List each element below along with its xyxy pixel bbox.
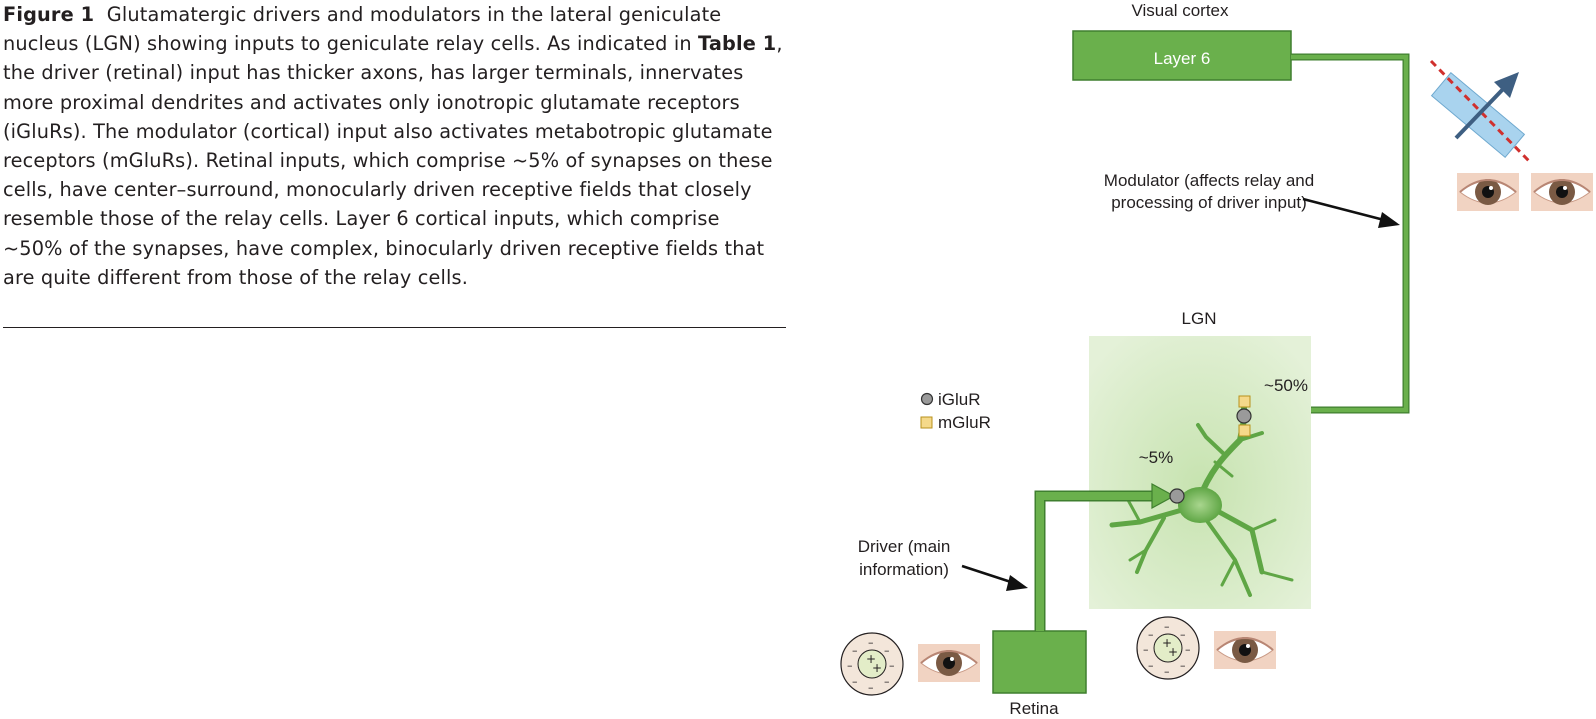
mglur-receptor-top [1238, 395, 1251, 408]
driver-label-line1: Driver (main [858, 537, 951, 556]
driver-pointer-arrow [961, 564, 1015, 585]
modulator-pointer-arrow [1302, 197, 1389, 223]
driver-arrowhead [1006, 575, 1028, 591]
retina-box [992, 630, 1087, 694]
retinal-receptive-field-icon [840, 632, 904, 696]
mglur-receptor-bottom [1238, 424, 1251, 437]
lgn-label: LGN [1182, 309, 1217, 328]
relay-cell-soma [1178, 487, 1222, 523]
visual-cortex-label: Visual cortex [1131, 1, 1229, 20]
binocular-orientation-icon [1429, 59, 1532, 164]
layer6-box [1072, 30, 1292, 81]
caption-divider [3, 327, 786, 328]
legend-iglur-label: iGluR [938, 390, 981, 409]
caption-text-part1: Glutamatergic drivers and modulators in … [3, 3, 722, 56]
modulator-label-line2: processing of driver input) [1111, 193, 1307, 212]
legend-mglur-label: mGluR [938, 413, 991, 432]
relay-receptive-field-icon [1136, 616, 1200, 680]
right-eye-icon-cortical [1530, 172, 1594, 212]
legend-mglur-icon [920, 416, 933, 429]
layer6-label: Layer 6 [1154, 49, 1211, 68]
left-eye-icon-cortical [1456, 172, 1520, 212]
figure-label: Figure 1 [3, 3, 95, 26]
retinal-synapse-percent: ~5% [1139, 448, 1174, 467]
lgn-region [1089, 336, 1311, 609]
figure-caption: Figure 1 Glutamatergic drivers and modul… [3, 0, 783, 292]
caption-text-part2: , the driver (retinal) input has thicker… [3, 32, 783, 289]
table-reference: Table 1 [698, 32, 777, 56]
relay-cell [1109, 397, 1294, 597]
retina-label: Retina [1009, 699, 1059, 718]
modulator-arrowhead [1378, 212, 1400, 228]
driver-label-line2: information) [859, 560, 949, 579]
driver-axon [1036, 492, 1158, 631]
legend-iglur-icon [920, 392, 934, 406]
retinal-eye-icon [917, 643, 981, 683]
iglur-receptor-driver [1169, 488, 1185, 504]
modulator-label-line1: Modulator (affects relay and [1104, 171, 1314, 190]
cortical-synapse-percent: ~50% [1264, 376, 1308, 395]
iglur-receptor-modulator [1236, 408, 1252, 424]
relay-eye-icon [1213, 630, 1277, 670]
modulator-axon [1240, 54, 1409, 413]
driver-terminal [1151, 482, 1176, 510]
